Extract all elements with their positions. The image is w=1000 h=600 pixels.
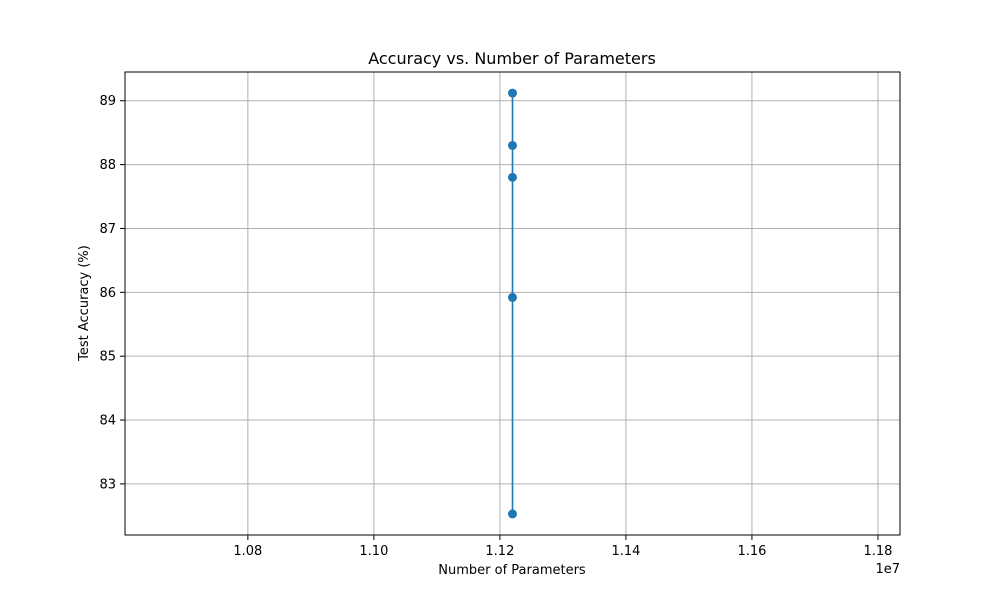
chart-title: Accuracy vs. Number of Parameters — [368, 49, 656, 68]
y-tick-label: 88 — [99, 158, 116, 173]
data-point — [508, 172, 517, 182]
data-point — [508, 88, 517, 98]
y-tick-label: 85 — [99, 350, 116, 365]
x-offset-label: 1e7 — [875, 562, 900, 577]
y-tick-label: 86 — [99, 286, 116, 301]
series-layer — [508, 88, 517, 519]
x-tick-label: 1.14 — [611, 544, 640, 559]
y-tick-label: 83 — [99, 477, 116, 492]
x-tick-label: 1.10 — [359, 544, 388, 559]
y-tick-label: 89 — [99, 94, 116, 109]
data-point — [508, 292, 517, 302]
y-axis-label: Test Accuracy (%) — [77, 245, 92, 362]
x-tick-label: 1.18 — [863, 544, 892, 559]
y-tick-label: 87 — [99, 222, 116, 237]
ticks: 1.08 1.10 1.12 1.14 1.16 1.18 83 84 85 86 87 88 89 — [99, 94, 892, 559]
data-point — [508, 140, 517, 150]
data-point — [508, 509, 517, 519]
plot-frame — [124, 71, 901, 536]
x-tick-label: 1.12 — [485, 544, 514, 559]
x-tick-label: 1.08 — [233, 544, 262, 559]
x-axis-label: Number of Parameters — [438, 563, 586, 578]
x-tick-label: 1.16 — [737, 544, 766, 559]
y-tick-label: 84 — [99, 414, 116, 429]
